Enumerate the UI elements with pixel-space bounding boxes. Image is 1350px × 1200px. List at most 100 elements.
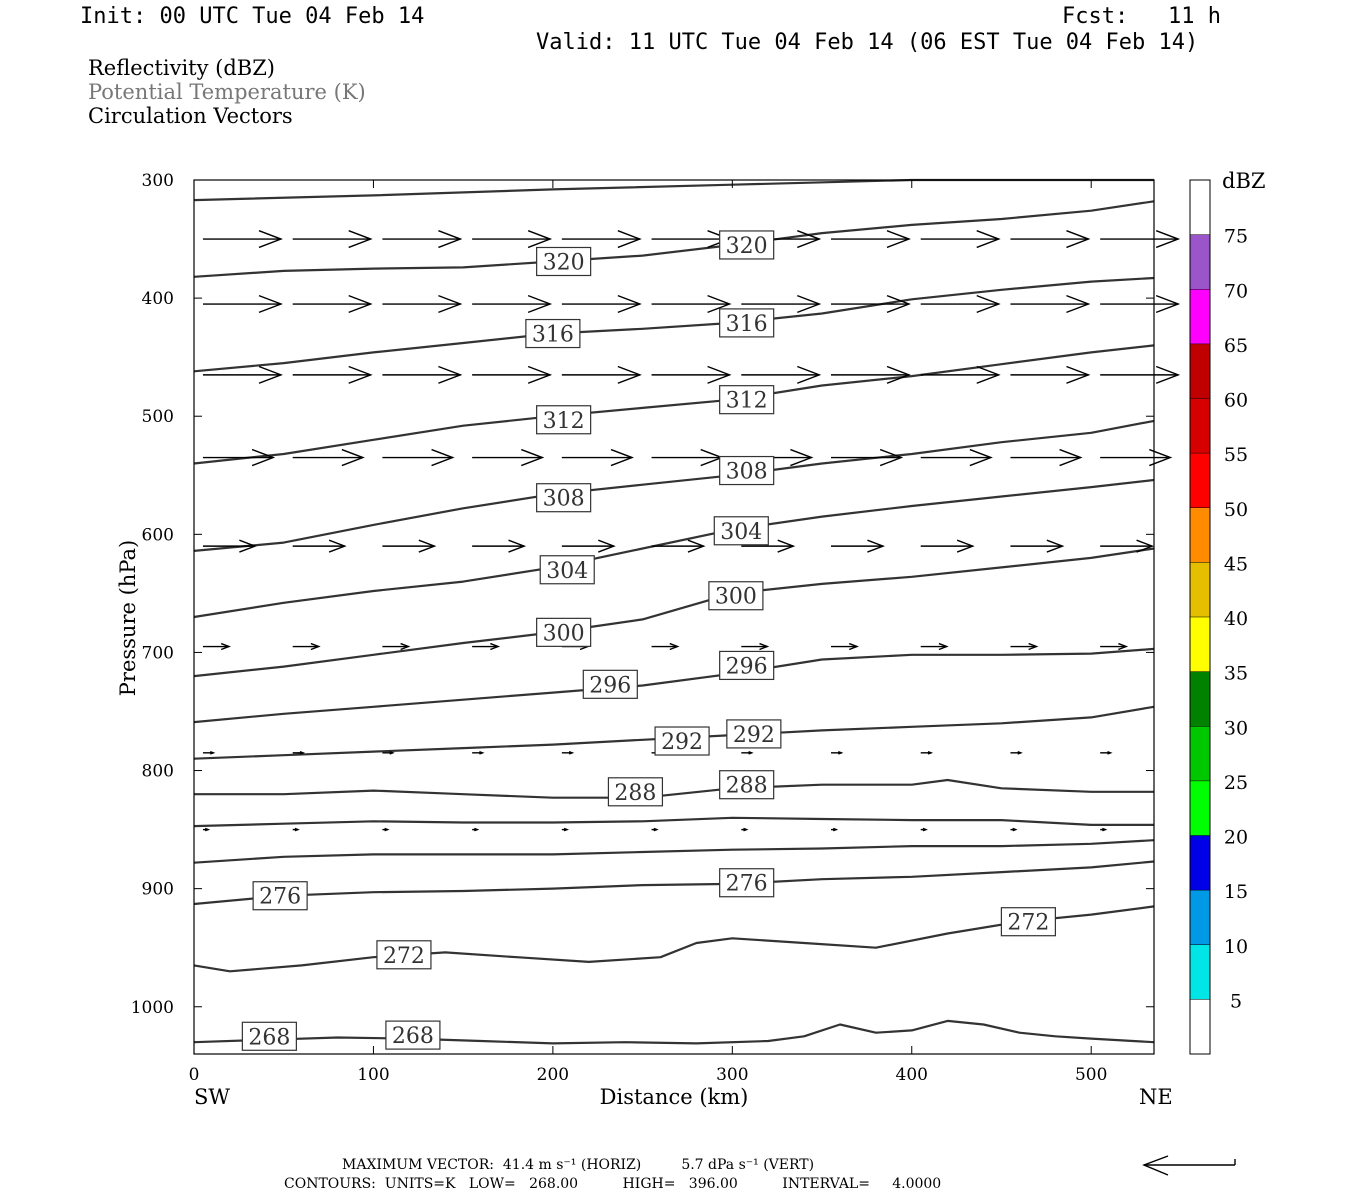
circulation-vector (920, 642, 949, 651)
x-end-label-right: NE (1139, 1085, 1173, 1109)
circulation-vector (831, 642, 859, 651)
circulation-vector (202, 750, 216, 755)
x-axis: 0 100 200 300 400 500 (189, 180, 1107, 1085)
circulation-vector (1010, 230, 1091, 249)
svg-text:304: 304 (720, 520, 762, 545)
svg-text:288: 288 (726, 774, 768, 799)
colorbar-cell (1190, 234, 1210, 290)
contour-label: 312 (536, 405, 592, 435)
contour-label: 268 (385, 1020, 441, 1050)
reference-vector-arrow (1142, 1155, 1236, 1176)
circulation-vector (292, 642, 321, 651)
circulation-vector (1100, 642, 1129, 651)
svg-text:316: 316 (532, 323, 574, 348)
colorbar-level-label: 20 (1224, 827, 1248, 849)
colorbar-level-label: 30 (1224, 717, 1248, 739)
vector-layer (202, 230, 1181, 832)
circulation-vector (382, 827, 390, 832)
isentrope-308 (193, 419, 1155, 552)
circulation-vector (831, 827, 839, 832)
y-tick-label: 800 (142, 762, 174, 782)
svg-text:320: 320 (543, 250, 585, 275)
contour-label: 312 (719, 385, 775, 415)
circulation-vector (920, 448, 993, 467)
circulation-vector (202, 294, 283, 314)
svg-text:300: 300 (543, 621, 585, 646)
circulation-vector (1010, 448, 1083, 467)
circulation-vector (741, 539, 796, 553)
x-tick-label: 0 (189, 1065, 200, 1085)
colorbar: 5 10 15 20 25 30 35 40 45 50 55 60 65 70 75 (1189, 179, 1248, 1055)
isentrope-320 (193, 200, 1155, 278)
contour-label: 300 (708, 581, 764, 611)
circulation-vector (561, 827, 570, 832)
x-tick-label: 300 (716, 1065, 748, 1085)
circulation-vector (1100, 827, 1108, 832)
circulation-vector (1100, 448, 1173, 467)
contour-label: 296 (719, 650, 775, 681)
contour-label: 320 (719, 230, 775, 260)
circulation-vector (561, 448, 635, 467)
footer-contours: CONTOURS: UNITS=K LOW= 268.00 HIGH= 396.… (284, 1176, 942, 1192)
circulation-vector (382, 539, 437, 553)
isentrope-316 (193, 276, 1155, 373)
circulation-vector (472, 827, 480, 832)
circulation-vector (292, 230, 373, 249)
isentrope-284 (193, 816, 1154, 828)
contour-label: 316 (525, 318, 581, 349)
colorbar-level-label: 60 (1224, 390, 1248, 412)
contour-label: 292 (726, 719, 782, 749)
svg-text:292: 292 (733, 723, 775, 748)
x-end-label-left: SW (194, 1085, 230, 1109)
circulation-vector (382, 642, 411, 651)
circulation-vector (831, 448, 904, 467)
valid-time: Valid: 11 UTC Tue 04 Feb 14 (06 EST Tue … (536, 30, 1199, 55)
isentrope-276 (193, 860, 1155, 906)
circulation-vector (920, 365, 1001, 384)
circulation-vector (651, 539, 706, 553)
field-circulation-vectors: Circulation Vectors (88, 104, 293, 128)
svg-text:276: 276 (726, 872, 768, 897)
contour-label: 304 (539, 555, 595, 585)
circulation-vector (561, 294, 642, 314)
svg-text:288: 288 (614, 781, 656, 806)
colorbar-level-label: 55 (1224, 444, 1248, 466)
circulation-vector (472, 642, 501, 651)
svg-text:304: 304 (546, 559, 588, 584)
svg-text:268: 268 (392, 1024, 434, 1049)
circulation-vector (202, 539, 257, 553)
svg-text:308: 308 (543, 487, 585, 512)
circulation-vector (920, 230, 1001, 249)
circulation-vector (920, 750, 934, 755)
isentrope-272 (193, 905, 1155, 973)
contour-label: 272 (1000, 907, 1056, 937)
colorbar-level-label: 15 (1224, 881, 1248, 903)
circulation-vector (472, 750, 485, 755)
svg-text:316: 316 (726, 312, 768, 337)
y-axis-title: Pressure (hPa) (116, 540, 140, 696)
circulation-vector (292, 827, 300, 832)
circulation-vector (292, 365, 373, 384)
circulation-vector (292, 294, 373, 314)
colorbar-cell (1190, 398, 1210, 454)
isentrope-300 (193, 547, 1155, 678)
colorbar-level-label: 50 (1224, 499, 1248, 521)
svg-text:296: 296 (589, 673, 631, 698)
circulation-vector (741, 750, 754, 755)
circulation-vector (920, 294, 1001, 314)
svg-text:276: 276 (259, 885, 301, 910)
footer-max-vector: MAXIMUM VECTOR: 41.4 m s⁻¹ (HORIZ) 5.7 d… (342, 1157, 815, 1173)
contour-label: 288 (607, 777, 664, 807)
circulation-vector (1010, 827, 1018, 832)
y-tick-label: 300 (142, 171, 174, 191)
isentrope-288 (194, 778, 1154, 799)
field-reflectivity: Reflectivity (dBZ) (88, 56, 276, 80)
y-axis: 300 400 500 600 700 800 900 1000 (131, 171, 1154, 1018)
circulation-vector (561, 539, 616, 553)
contour-label: 320 (536, 246, 592, 277)
circulation-vector (292, 539, 347, 553)
circulation-vector (561, 750, 575, 755)
circulation-vector (382, 750, 395, 755)
circulation-vector (741, 827, 749, 832)
circulation-vector (741, 642, 770, 651)
